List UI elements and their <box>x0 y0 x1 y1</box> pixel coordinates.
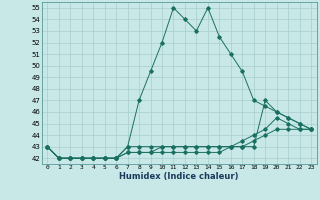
X-axis label: Humidex (Indice chaleur): Humidex (Indice chaleur) <box>119 172 239 181</box>
